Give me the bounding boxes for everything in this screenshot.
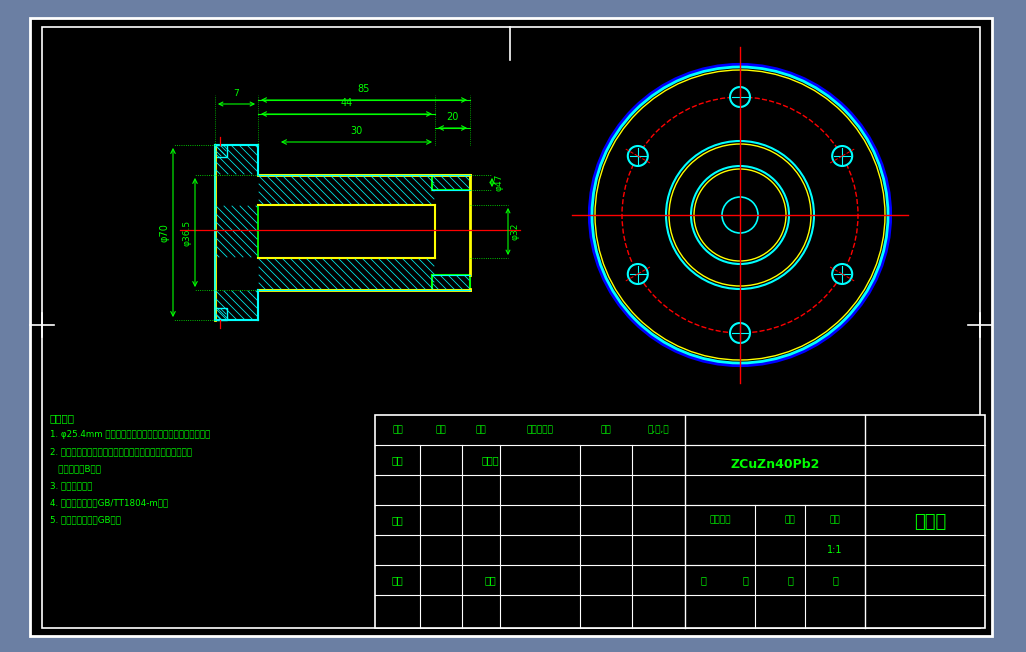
Bar [374,415,985,628]
Text: 共: 共 [700,575,706,585]
Text: 标准化: 标准化 [481,455,499,465]
Text: 签名: 签名 [600,426,611,434]
Circle shape [832,264,853,284]
Text: φ70: φ70 [160,223,170,242]
Text: 工艺: 工艺 [391,575,403,585]
Text: 数量: 数量 [436,426,446,434]
Text: 重量: 重量 [785,516,795,524]
Text: φ32: φ32 [510,223,519,240]
Text: 技术要求: 技术要求 [50,413,75,423]
Text: 1:1: 1:1 [827,545,842,555]
Circle shape [731,87,750,107]
Text: 7: 7 [234,89,239,98]
Text: φ47: φ47 [494,174,503,191]
Text: 阶段标记: 阶段标记 [709,516,731,524]
Text: 第: 第 [787,575,793,585]
FancyBboxPatch shape [215,145,227,157]
Text: 张: 张 [832,575,838,585]
Text: 设计: 设计 [391,455,403,465]
Text: 分区: 分区 [476,426,486,434]
Text: 素: 素 [742,575,748,585]
Text: 现效文件号: 现效文件号 [526,426,553,434]
FancyBboxPatch shape [30,18,992,636]
Circle shape [731,323,750,343]
Circle shape [832,146,853,166]
Text: 批准: 批准 [484,575,496,585]
Circle shape [628,264,647,284]
Text: 1. φ25.4mm 锥面粗车后与纵轴配研，要求锥面接触良好。: 1. φ25.4mm 锥面粗车后与纵轴配研，要求锥面接触良好。 [50,430,210,439]
Text: 20: 20 [446,112,459,122]
Text: 4. 未注尺寸公差按GB/TT1804-m级。: 4. 未注尺寸公差按GB/TT1804-m级。 [50,498,168,507]
Text: 年,月,日: 年,月,日 [647,426,669,434]
Text: 比例: 比例 [830,516,840,524]
FancyBboxPatch shape [215,308,227,320]
Text: 纵轴套: 纵轴套 [914,512,946,531]
Text: 3. 外表面发蓝。: 3. 外表面发蓝。 [50,481,92,490]
Text: 30: 30 [350,126,362,136]
Text: 2. 此套与锥轴拆卸，并紧锥轴螺母，如发生盘压实面不能转: 2. 此套与锥轴拆卸，并紧锥轴螺母，如发生盘压实面不能转 [50,447,192,456]
Circle shape [628,146,647,166]
Text: 44: 44 [341,98,353,108]
Text: 85: 85 [358,84,370,94]
Text: 审核: 审核 [391,515,403,525]
Text: φ36.5: φ36.5 [183,220,192,246]
Text: 动，应修正B面。: 动，应修正B面。 [50,464,101,473]
Text: 标记: 标记 [392,426,403,434]
Text: 5. 未注形位公差按GB级。: 5. 未注形位公差按GB级。 [50,515,121,524]
Text: ZCuZn40Pb2: ZCuZn40Pb2 [731,458,820,471]
